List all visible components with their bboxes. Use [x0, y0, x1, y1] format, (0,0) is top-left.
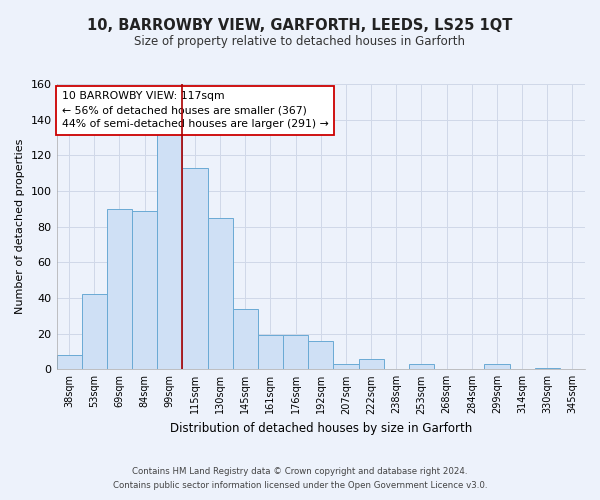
Text: Contains public sector information licensed under the Open Government Licence v3: Contains public sector information licen…	[113, 481, 487, 490]
Bar	[359, 358, 383, 370]
Bar	[182, 168, 208, 370]
Text: Contains HM Land Registry data © Crown copyright and database right 2024.: Contains HM Land Registry data © Crown c…	[132, 467, 468, 476]
Bar	[283, 336, 308, 370]
Bar	[308, 341, 334, 370]
Text: 10, BARROWBY VIEW, GARFORTH, LEEDS, LS25 1QT: 10, BARROWBY VIEW, GARFORTH, LEEDS, LS25…	[88, 18, 512, 32]
Bar	[56, 355, 82, 370]
Text: 10 BARROWBY VIEW: 117sqm
← 56% of detached houses are smaller (367)
44% of semi-: 10 BARROWBY VIEW: 117sqm ← 56% of detach…	[62, 91, 329, 129]
Bar	[107, 209, 132, 370]
Bar	[409, 364, 434, 370]
Bar	[157, 132, 182, 370]
Text: Size of property relative to detached houses in Garforth: Size of property relative to detached ho…	[134, 35, 466, 48]
X-axis label: Distribution of detached houses by size in Garforth: Distribution of detached houses by size …	[170, 422, 472, 435]
Bar	[132, 210, 157, 370]
Bar	[535, 368, 560, 370]
Bar	[82, 294, 107, 370]
Bar	[334, 364, 359, 370]
Bar	[233, 308, 258, 370]
Bar	[484, 364, 509, 370]
Bar	[258, 336, 283, 370]
Y-axis label: Number of detached properties: Number of detached properties	[15, 139, 25, 314]
Bar	[208, 218, 233, 370]
